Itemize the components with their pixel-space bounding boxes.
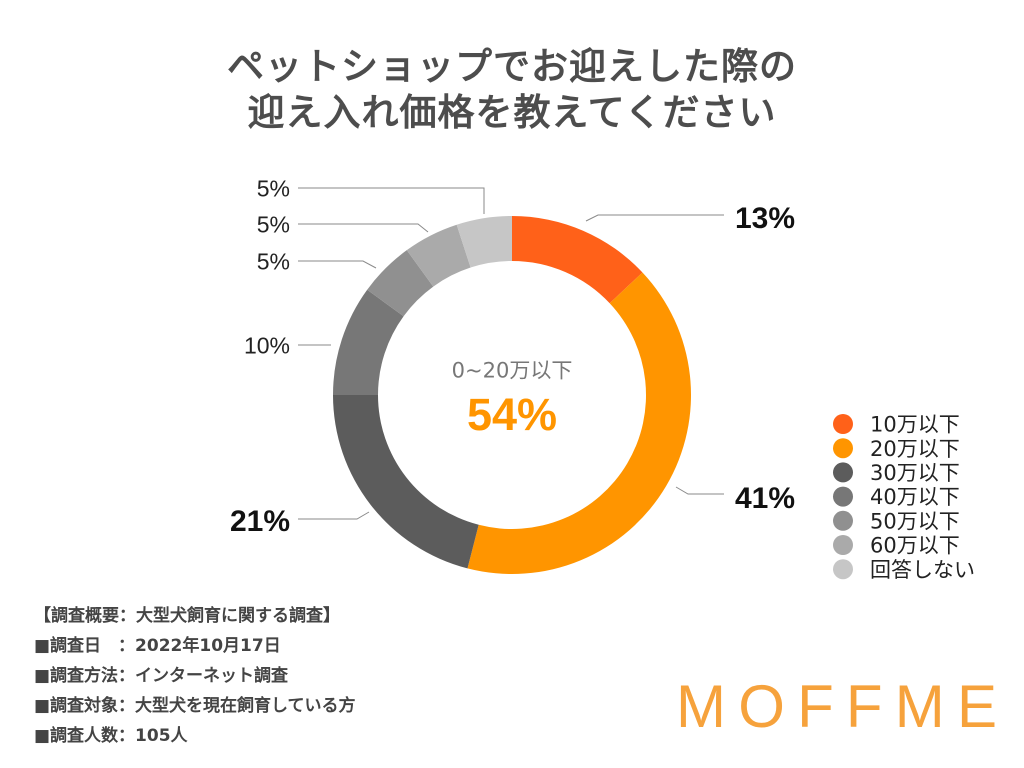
data-label-30man: 21% (230, 505, 290, 538)
legend-label: 20万以下 (870, 437, 960, 461)
survey-count: ■調査人数：105人 (34, 726, 188, 746)
legend-label: 40万以下 (870, 485, 960, 509)
data-label-no-answer: 5% (257, 175, 290, 201)
legend-item-60man: 60万以下 (833, 534, 960, 558)
legend-swatch (833, 414, 853, 434)
legend-swatch (833, 559, 853, 580)
data-label-20man: 41% (735, 482, 795, 515)
moffme-logo: MOFFME (676, 673, 997, 740)
legend-label: 回答しない (870, 558, 975, 582)
leader-line-no-answer (298, 187, 485, 214)
data-label-60man: 5% (257, 211, 290, 237)
chart-title-line-1: ペットショップでお迎えした際の (227, 45, 797, 88)
data-label-10man: 13% (735, 202, 795, 235)
center-annotation-label: 0~20万以下 (452, 359, 573, 383)
leader-line-30man (298, 511, 370, 520)
leader-lines (298, 187, 724, 520)
legend-item-50man: 50万以下 (833, 509, 960, 533)
legend-item-no-answer: 回答しない (833, 558, 975, 582)
donut-slice-40man (333, 289, 404, 395)
chart-title: ペットショップでお迎えした際の 迎え入れ価格を教えてください (0, 44, 1024, 136)
legend-label: 60万以下 (870, 534, 960, 558)
data-label-50man: 5% (257, 248, 290, 274)
survey-summary: 【調査概要：大型犬飼育に関する調査】 ■調査日 ：2022年10月17日 ■調査… (34, 601, 356, 751)
legend-swatch (833, 486, 853, 507)
data-labels: 13% 41% 21% 10% 5% 5% 5% (230, 175, 795, 538)
legend-item-10man: 10万以下 (833, 413, 960, 437)
legend-swatch (833, 438, 853, 459)
legend-item-40man: 40万以下 (833, 485, 960, 509)
legend-swatch (833, 535, 853, 555)
survey-method: ■調査方法：インターネット調査 (34, 666, 289, 686)
donut-slices (332, 216, 691, 575)
donut-slice-60man (406, 224, 471, 287)
legend-swatch (833, 462, 853, 483)
leader-line-50man (298, 260, 377, 269)
survey-date: ■調査日 ：2022年10月17日 (34, 636, 281, 656)
survey-target: ■調査対象：大型犬を現在飼育している方 (34, 696, 356, 716)
donut-slice-50man (367, 250, 434, 317)
donut-slice-10man (512, 216, 643, 304)
legend-label: 50万以下 (870, 509, 960, 533)
leader-line-60man (298, 223, 429, 233)
data-label-40man: 10% (244, 332, 290, 358)
legend-item-20man: 20万以下 (833, 437, 960, 461)
donut-slice-20man (467, 272, 691, 575)
legend-label: 10万以下 (870, 413, 960, 437)
donut-slice-30man (332, 395, 479, 569)
leader-line-20man (675, 486, 724, 495)
center-annotation-value: 54% (467, 389, 557, 440)
legend-swatch (833, 510, 853, 531)
legend-label: 30万以下 (870, 461, 960, 485)
chart-title-line-2: 迎え入れ価格を教えてください (247, 91, 777, 134)
donut-slice-no-answer (456, 216, 512, 268)
survey-heading: 【調査概要：大型犬飼育に関する調査】 (34, 606, 340, 626)
legend-item-30man: 30万以下 (833, 461, 960, 485)
leader-line-10man (585, 214, 724, 222)
